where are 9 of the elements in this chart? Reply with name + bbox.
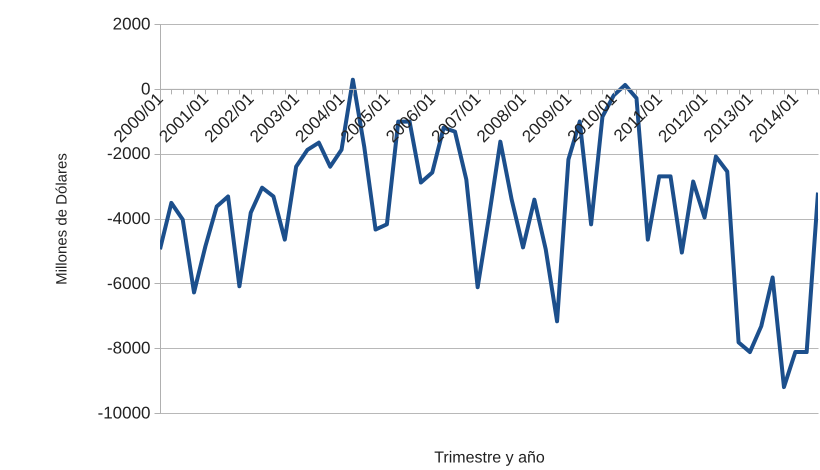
y-tick-label: -2000 <box>107 144 150 164</box>
y-tick-label: -4000 <box>107 209 150 228</box>
y-tick-label: -10000 <box>98 404 150 422</box>
y-tick-label: 0 <box>141 79 150 98</box>
y-axis-title: Millones de Dólares <box>54 153 71 285</box>
y-tick-label: 2000 <box>112 14 150 34</box>
x-axis-title: Trimestre y año <box>434 450 545 466</box>
y-tick-label: -8000 <box>107 338 150 358</box>
y-tick-label: -6000 <box>107 274 150 293</box>
